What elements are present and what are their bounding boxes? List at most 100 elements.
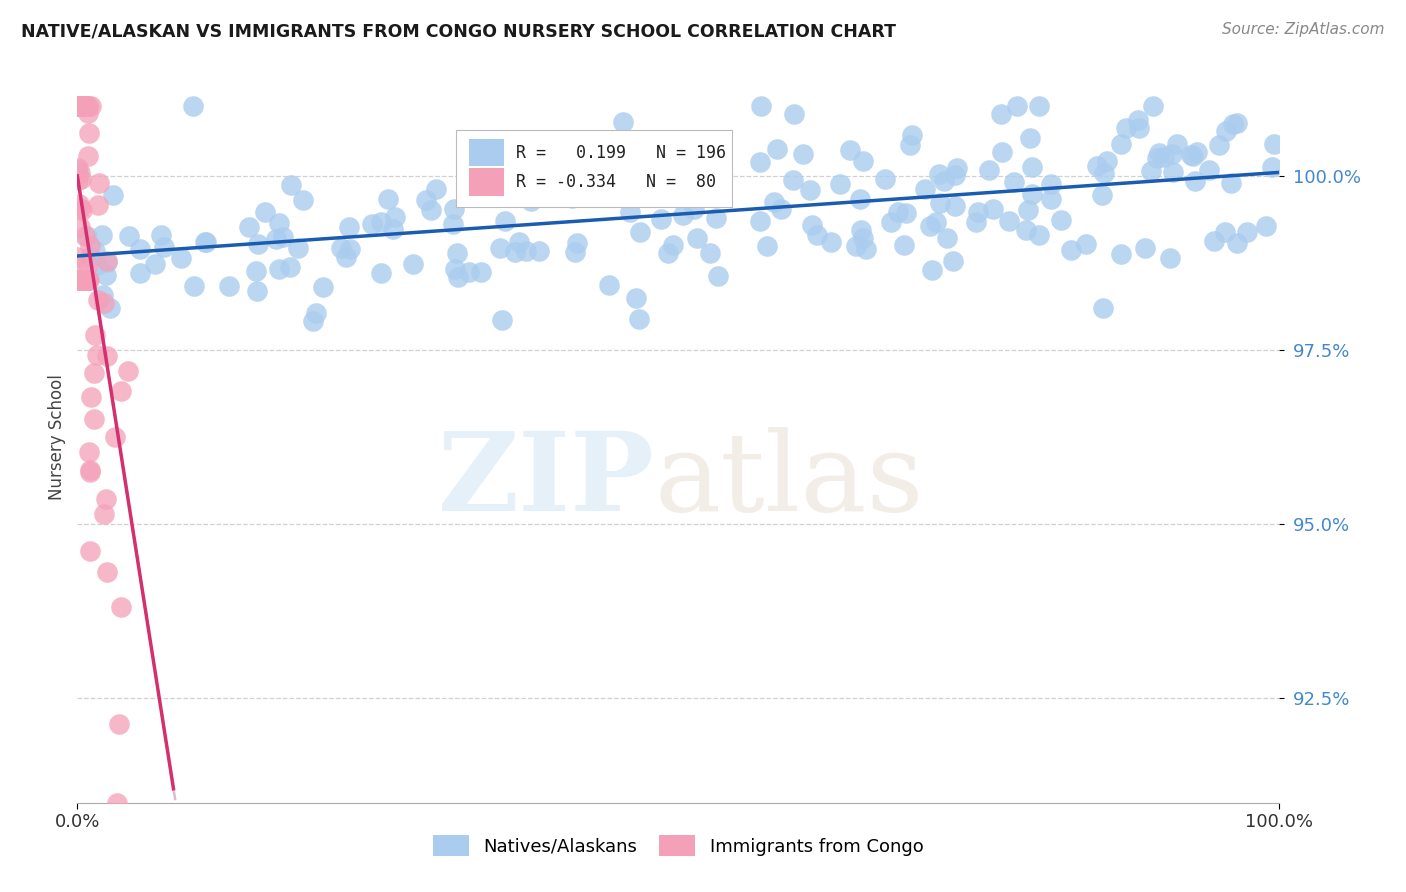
Point [72,273,94,287]
Point [75,273,97,287]
Point [91,228,114,243]
Point [77,258,100,272]
Point [686,231,709,245]
Point [1236,225,1258,239]
Point [990,145,1012,160]
Point [149,228,172,243]
Point [901,128,924,142]
Point [73,99,96,113]
Point [75,273,97,287]
Point [93,296,115,310]
Point [67,197,90,211]
Point [312,280,335,294]
Point [1017,202,1039,217]
Point [67,99,90,113]
Point [494,214,516,228]
Y-axis label: Nursery School: Nursery School [48,374,66,500]
Point [564,178,586,193]
Point [70,172,93,186]
Point [942,254,965,268]
Point [1215,123,1237,137]
Point [655,149,678,163]
Point [564,244,586,259]
Point [94,268,117,282]
Point [628,225,651,239]
Point [1149,146,1171,161]
Point [800,218,823,232]
Point [73,273,96,287]
Point [1028,99,1050,113]
Point [72,273,94,287]
Point [749,99,772,113]
Point [253,204,276,219]
Point [644,137,666,152]
Point [799,183,821,197]
Point [1019,131,1042,145]
Point [755,238,778,252]
Point [143,257,166,271]
Point [806,227,828,242]
Point [928,195,950,210]
FancyBboxPatch shape [470,168,505,195]
Point [69,99,91,113]
Point [79,463,101,477]
Point [67,99,90,113]
Point [76,273,98,287]
Point [457,265,479,279]
Point [990,106,1012,120]
Point [72,273,94,287]
Point [848,192,870,206]
Point [69,273,91,287]
Point [335,250,357,264]
Point [441,218,464,232]
Point [66,99,89,113]
Point [75,99,97,113]
Point [79,543,101,558]
Point [446,246,468,260]
Point [844,239,866,253]
Point [67,273,90,287]
Point [66,273,89,287]
Point [1213,225,1236,239]
Point [855,242,877,256]
Text: ZIP: ZIP [437,427,654,534]
Point [271,230,294,244]
Point [69,273,91,287]
Point [66,273,89,287]
Point [997,214,1019,228]
Text: NATIVE/ALASKAN VS IMMIGRANTS FROM CONGO NURSERY SCHOOL CORRELATION CHART: NATIVE/ALASKAN VS IMMIGRANTS FROM CONGO … [21,22,896,40]
Point [979,163,1001,178]
Point [96,253,118,268]
Point [1135,241,1157,255]
Point [117,364,139,378]
Point [246,236,269,251]
Point [70,203,93,218]
Point [1128,120,1150,135]
FancyBboxPatch shape [470,138,505,167]
Point [77,105,100,120]
Point [1040,177,1063,191]
Point [84,327,107,342]
Point [370,215,392,229]
Point [415,194,437,208]
Point [245,264,267,278]
Point [624,291,647,305]
Point [932,174,955,188]
Point [129,266,152,280]
Point [765,142,787,156]
Point [1184,173,1206,187]
Point [491,312,513,326]
Point [665,189,688,203]
Point [280,178,302,193]
Text: R =   0.199   N = 196: R = 0.199 N = 196 [516,144,725,161]
Point [748,155,770,169]
Point [783,106,806,120]
Point [194,235,217,250]
Point [838,144,860,158]
Point [1091,188,1114,202]
Point [1074,236,1097,251]
Text: R = -0.334   N =  80: R = -0.334 N = 80 [516,173,716,191]
Point [1109,137,1132,152]
Point [943,199,966,213]
Point [628,312,651,326]
